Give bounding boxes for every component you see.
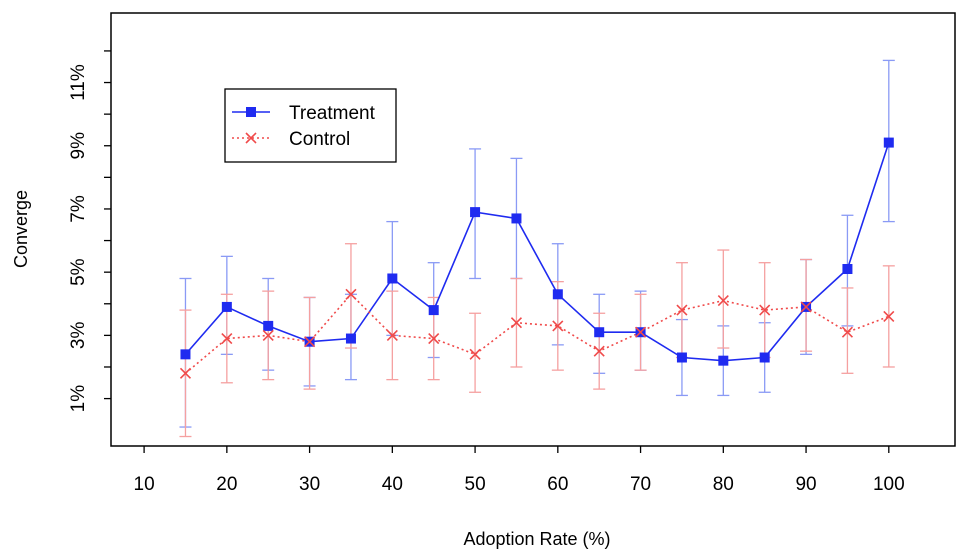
control-point bbox=[635, 326, 647, 338]
control-point bbox=[800, 301, 812, 313]
control-error-bar bbox=[717, 249, 730, 349]
legend-treatment-marker bbox=[246, 107, 256, 117]
treatment-point bbox=[428, 305, 439, 316]
x-tick-label: 60 bbox=[547, 474, 568, 495]
control-point bbox=[262, 329, 274, 341]
x-tick-label: 40 bbox=[382, 474, 403, 495]
y-tick-label: 1% bbox=[68, 385, 89, 413]
control-error-bar bbox=[841, 287, 854, 374]
control-point bbox=[428, 332, 440, 345]
y-tick-label: 7% bbox=[68, 195, 89, 223]
plot-frame bbox=[110, 12, 956, 447]
treatment-point bbox=[387, 273, 398, 284]
legend: Treatment Control bbox=[224, 88, 397, 163]
treatment-point bbox=[470, 207, 481, 218]
treatment-point bbox=[180, 349, 191, 360]
control-point bbox=[841, 326, 853, 338]
treatment-point bbox=[263, 320, 274, 331]
x-axis-label: Adoption Rate (%) bbox=[463, 529, 610, 549]
treatment-point bbox=[759, 352, 770, 363]
treatment-point bbox=[842, 264, 853, 275]
legend-box bbox=[224, 88, 397, 163]
control-line bbox=[184, 293, 890, 374]
y-tick-label: 11% bbox=[68, 64, 89, 101]
x-tick-label: 30 bbox=[299, 474, 320, 495]
control-point bbox=[221, 332, 233, 345]
control-point bbox=[759, 304, 771, 316]
treatment-point bbox=[345, 333, 356, 344]
legend-treatment-label: Treatment bbox=[289, 103, 376, 124]
y-tick-label: 5% bbox=[68, 258, 89, 286]
y-axis: 1% 3% 5% 7% 9% 11% bbox=[68, 50, 111, 413]
y-tick-label: 3% bbox=[68, 322, 89, 350]
control-point bbox=[676, 304, 688, 316]
control-error-bar bbox=[344, 243, 357, 349]
treatment-point bbox=[676, 352, 687, 363]
control-point bbox=[345, 288, 357, 300]
treatment-point bbox=[552, 289, 563, 300]
control-point bbox=[469, 348, 481, 360]
series-lines bbox=[184, 142, 890, 374]
legend-control-label: Control bbox=[289, 129, 350, 150]
x-tick-label: 70 bbox=[630, 474, 651, 495]
legend-control-marker bbox=[245, 132, 257, 144]
x-tick-label: 80 bbox=[713, 474, 734, 495]
control-point bbox=[304, 336, 316, 348]
x-tick-label: 10 bbox=[134, 474, 155, 495]
control-point bbox=[552, 320, 564, 332]
control-point bbox=[386, 329, 398, 341]
treatment-point bbox=[221, 301, 232, 312]
treatment-point bbox=[511, 213, 522, 224]
x-tick-label: 50 bbox=[465, 474, 486, 495]
control-point bbox=[510, 317, 523, 329]
control-point bbox=[717, 295, 729, 307]
control-point bbox=[883, 310, 895, 322]
control-point bbox=[179, 367, 192, 379]
treatment-point bbox=[718, 355, 729, 366]
control-point bbox=[593, 345, 605, 357]
treatment-line bbox=[184, 142, 890, 362]
treatment-point bbox=[883, 137, 894, 148]
x-axis: 10 20 30 40 50 60 70 80 90 100 bbox=[134, 446, 905, 495]
y-tick-label: 9% bbox=[68, 132, 89, 160]
markers bbox=[179, 137, 895, 379]
x-tick-label: 100 bbox=[873, 474, 905, 495]
control-error-bar bbox=[469, 312, 482, 393]
x-tick-label: 90 bbox=[795, 474, 816, 495]
x-tick-label: 20 bbox=[216, 474, 237, 495]
y-axis-label: Converge bbox=[11, 190, 31, 268]
treatment-point bbox=[594, 327, 605, 338]
